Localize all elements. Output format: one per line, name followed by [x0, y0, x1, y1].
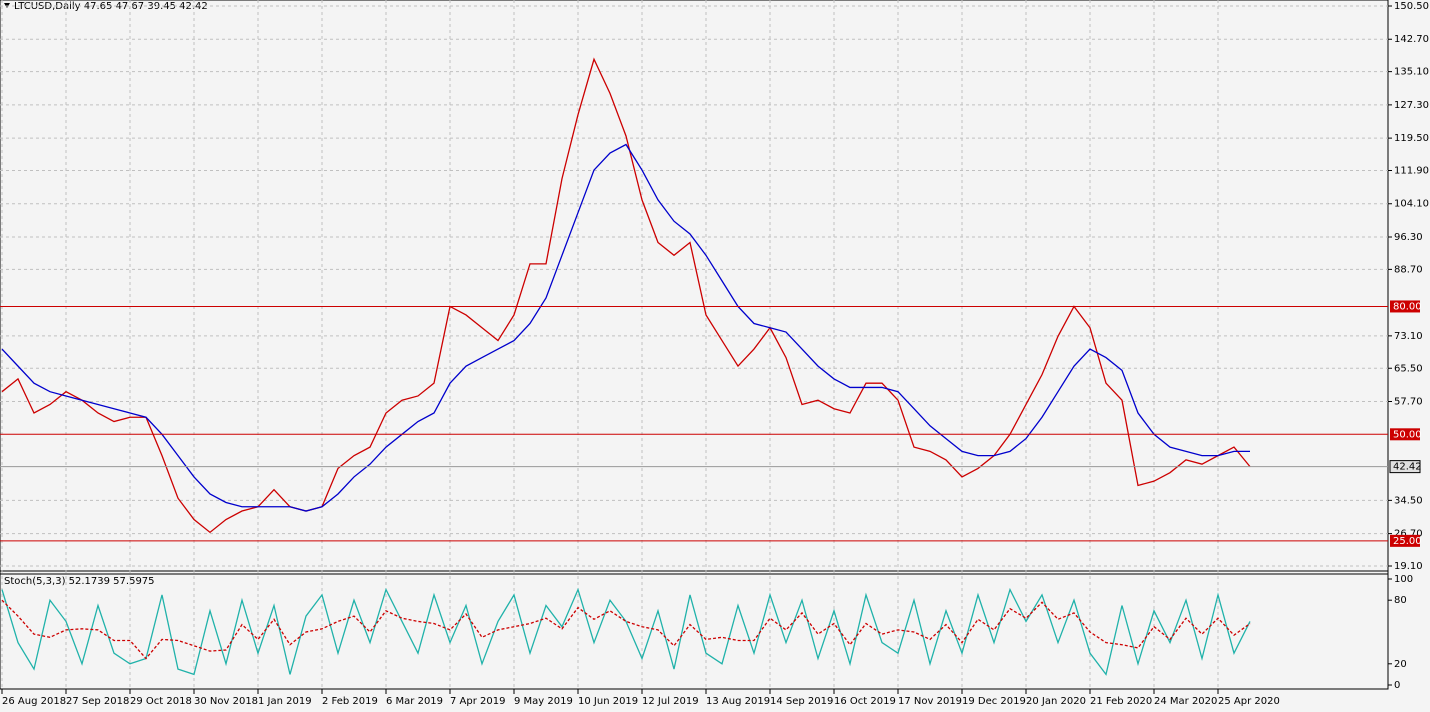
level-label-bg	[1390, 428, 1420, 441]
series-line	[1, 143, 1250, 512]
y-tick-label: 100	[1394, 574, 1413, 585]
y-tick-label: 150.50	[1394, 1, 1429, 12]
y-tick-label: 142.70	[1394, 34, 1429, 45]
y-tick-label: 135.10	[1394, 67, 1429, 78]
x-tick-label: 25 Apr 2020	[1218, 696, 1280, 707]
x-tick-label: 10 Jun 2019	[578, 696, 638, 707]
y-tick-label: 119.50	[1394, 133, 1429, 144]
plot-frame	[0, 0, 1389, 690]
y-tick-label: 57.70	[1394, 396, 1423, 407]
x-tick-label: 2 Feb 2019	[322, 696, 378, 707]
last-price-bg	[1389, 460, 1421, 474]
y-tick-label: 104.10	[1394, 199, 1429, 210]
x-tick-label: 19 Dec 2019	[962, 696, 1026, 707]
y-tick-label: 80	[1394, 595, 1407, 606]
indicator-title: Stoch(5,3,3) 52.1739 57.5975	[4, 576, 155, 587]
series-line	[1, 599, 1251, 660]
level-label: 25.00	[1393, 536, 1422, 547]
level-label-bg	[1390, 300, 1420, 313]
x-tick-label: 7 Apr 2019	[450, 696, 505, 707]
y-tick-label: 26.70	[1394, 529, 1423, 540]
x-tick-label: 29 Oct 2018	[130, 696, 192, 707]
y-tick-label: 73.10	[1394, 331, 1423, 342]
y-tick-label: 19.10	[1394, 561, 1423, 572]
x-tick-label: 12 Jul 2019	[642, 696, 699, 707]
x-tick-label: 21 Feb 2020	[1090, 696, 1152, 707]
series-line	[1, 57, 1251, 534]
x-tick-label: 26 Aug 2018	[2, 696, 66, 707]
x-tick-label: 16 Oct 2019	[834, 696, 896, 707]
series-line	[1, 587, 1251, 676]
x-tick-label: 20 Jan 2020	[1026, 696, 1086, 707]
level-label: 50.00	[1393, 429, 1422, 440]
y-tick-label: 34.50	[1394, 495, 1423, 506]
x-tick-label: 30 Nov 2018	[194, 696, 258, 707]
y-tick-label: 65.50	[1394, 363, 1423, 374]
x-tick-label: 27 Sep 2018	[66, 696, 129, 707]
x-tick-label: 13 Aug 2019	[706, 696, 770, 707]
level-label-bg	[1390, 534, 1420, 547]
x-tick-label: 9 May 2019	[514, 696, 573, 707]
x-tick-label: 17 Nov 2019	[898, 696, 962, 707]
y-tick-label: 0	[1394, 680, 1400, 691]
y-tick-label: 127.30	[1394, 100, 1429, 111]
y-tick-label: 96.30	[1394, 232, 1423, 243]
x-tick-label: 6 Mar 2019	[386, 696, 443, 707]
x-tick-label: 14 Sep 2019	[770, 696, 833, 707]
y-tick-label: 111.90	[1394, 166, 1429, 177]
level-label: 80.00	[1393, 301, 1422, 312]
y-tick-label: 88.70	[1394, 264, 1423, 275]
x-tick-label: 1 Jan 2019	[258, 696, 312, 707]
x-tick-label: 24 Mar 2020	[1154, 696, 1217, 707]
last-price-label: 42.42	[1393, 462, 1422, 473]
y-tick-label: 20	[1394, 659, 1407, 670]
